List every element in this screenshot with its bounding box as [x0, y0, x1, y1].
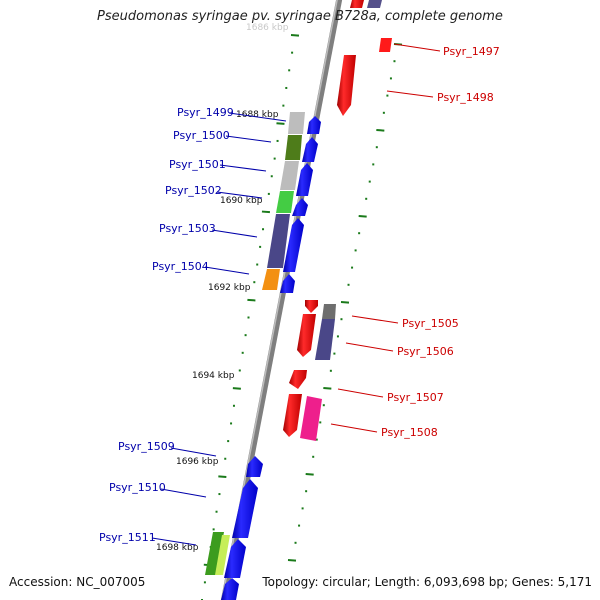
gene-psyr-1512-partial[interactable] [221, 578, 239, 600]
gene-psyr-1511[interactable] [224, 539, 246, 578]
callout-lines [151, 43, 441, 546]
accession-text: Accession: NC_007005 [9, 575, 146, 589]
gene-psyr-1503[interactable] [283, 218, 304, 272]
gene-psyr-1506-cap[interactable] [322, 304, 336, 319]
gene-psyr-1502-box[interactable] [276, 191, 294, 213]
scale-label: 1694 kbp [192, 371, 235, 381]
gene-psyr-1511-box[interactable] [205, 532, 224, 575]
gene-psyr-1506[interactable] [315, 319, 335, 360]
gene-psyr-1507-body[interactable] [283, 394, 302, 437]
scale-label: 1692 kbp [208, 283, 251, 293]
reverse-gene-labels: Psyr_1499 Psyr_1500 Psyr_1501 Psyr_1502 … [99, 106, 234, 544]
forward-genes [283, 0, 392, 441]
forward-gene-labels: Psyr_1497 Psyr_1498 Psyr_1505 Psyr_1506 … [381, 45, 500, 439]
gene-label-psyr-1510[interactable]: Psyr_1510 [109, 481, 166, 494]
major-tick [287, 559, 297, 562]
gene-psyr-1498[interactable] [337, 55, 356, 116]
major-tick [358, 215, 367, 218]
gene-psyr-1507[interactable] [289, 370, 307, 389]
gene-label-psyr-1498[interactable]: Psyr_1498 [437, 91, 494, 104]
gene-label-psyr-1499[interactable]: Psyr_1499 [177, 106, 234, 119]
gene-label-psyr-1500[interactable]: Psyr_1500 [173, 129, 230, 142]
gene-psyr-1499-box[interactable] [288, 112, 305, 134]
gene-label-psyr-1506[interactable]: Psyr_1506 [397, 345, 454, 358]
gene-psyr-1500[interactable] [302, 137, 318, 162]
major-tick [323, 387, 332, 390]
scale-label: 1698 kbp [156, 543, 199, 553]
gene-label-psyr-1507[interactable]: Psyr_1507 [387, 391, 444, 404]
scale-labels: 1686 kbp 1688 kbp 1690 kbp 1692 kbp 1694… [156, 23, 289, 553]
gene-psyr-1501[interactable] [296, 163, 313, 196]
genome-summary-text: Topology: circular; Length: 6,093,698 bp… [262, 575, 592, 589]
left-tick-guide [201, 34, 300, 600]
gene-psyr-1505-body[interactable] [297, 314, 316, 357]
gene-label-psyr-1497[interactable]: Psyr_1497 [443, 45, 500, 58]
gene-label-psyr-1504[interactable]: Psyr_1504 [152, 260, 209, 273]
gene-psyr-1499[interactable] [307, 116, 321, 134]
scale-label: 1688 kbp [236, 110, 279, 120]
scale-label: 1686 kbp [246, 23, 289, 33]
gene-psyr-1497[interactable] [350, 0, 364, 8]
scale-label: 1690 kbp [220, 196, 263, 206]
major-tick [232, 387, 241, 390]
gene-label-psyr-1508[interactable]: Psyr_1508 [381, 426, 438, 439]
major-tick [305, 473, 314, 476]
genome-title: Pseudomonas syringae pv. syringae B728a,… [97, 9, 503, 24]
gene-psyr-1511-box-b[interactable] [215, 535, 230, 575]
gene-label-psyr-1503[interactable]: Psyr_1503 [159, 222, 216, 235]
gene-psyr-1508[interactable] [300, 396, 322, 441]
gene-psyr-1497-head[interactable] [379, 38, 392, 52]
major-tick [261, 210, 271, 214]
major-tick [290, 34, 300, 37]
gene-psyr-1501-box[interactable] [280, 161, 299, 190]
gene-psyr-1509[interactable] [246, 456, 263, 477]
gene-psyr-1510[interactable] [232, 479, 258, 538]
gene-psyr-1502[interactable] [292, 198, 308, 216]
gene-psyr-1505[interactable] [305, 300, 318, 313]
right-tick-guide [287, 43, 403, 562]
gene-psyr-1500-box[interactable] [285, 135, 302, 160]
gene-psyr-1504[interactable] [280, 274, 295, 293]
gene-label-psyr-1501[interactable]: Psyr_1501 [169, 158, 226, 171]
gene-label-psyr-1511[interactable]: Psyr_1511 [99, 531, 156, 544]
major-tick [218, 475, 227, 479]
gene-psyr-1503-box[interactable] [267, 214, 290, 268]
major-tick [376, 129, 385, 132]
gene-psyr-1504-box[interactable] [262, 269, 280, 290]
major-tick [276, 122, 285, 125]
gene-psyr-1497-neighbor[interactable] [367, 0, 382, 8]
gene-label-psyr-1505[interactable]: Psyr_1505 [402, 317, 459, 330]
scale-label: 1696 kbp [176, 457, 219, 467]
gene-label-psyr-1509[interactable]: Psyr_1509 [118, 440, 175, 453]
major-tick [340, 301, 350, 304]
major-tick [247, 298, 256, 302]
reverse-genes [205, 112, 321, 600]
gene-label-psyr-1502[interactable]: Psyr_1502 [165, 184, 222, 197]
